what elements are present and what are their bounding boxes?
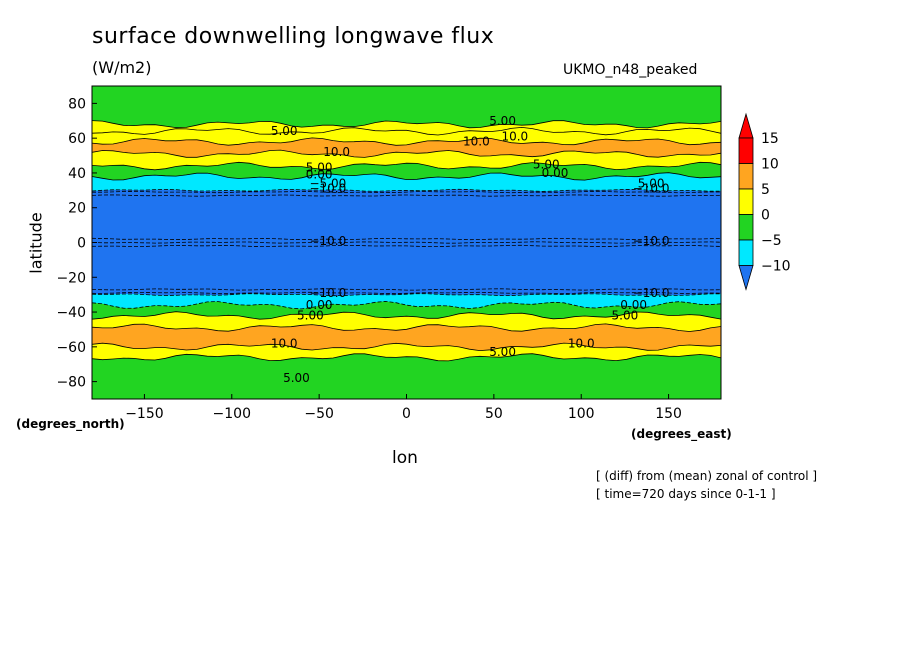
colorbar-extend-low [738,265,754,291]
contour-line-negative [91,237,722,241]
contour-label: 5.00 [489,345,516,359]
contour-label: 10.0 [501,129,528,143]
contour-line [91,353,722,362]
contour-label: −10.0 [309,286,346,300]
y-axis-units: (degrees_north) [16,417,125,431]
contour-band [92,311,721,332]
contour-line [91,126,722,136]
contour-label: 5.00 [533,157,560,171]
contour-label: 0.00 [306,298,333,312]
contour-label: −10.0 [633,182,670,196]
colorbar-label: 10 [761,157,779,173]
contour-line [91,120,722,129]
y-tick-label: 20 [68,201,86,217]
colorbar-label: 0 [761,208,770,224]
contour-label: 0.00 [542,166,569,180]
contour-band [92,343,721,361]
contour-line [91,311,722,320]
contour-label: 0.00 [306,168,333,182]
contour-line [91,300,722,310]
contour-line [91,149,722,158]
x-tick-label: 100 [568,406,595,422]
contour-label: −5.00 [309,176,346,190]
contour-line-negative [91,288,722,291]
contour-band [92,150,721,170]
contour-band [92,301,721,320]
contour-label: 0.00 [620,298,647,312]
x-axis-ticks: −150 −100 −50 0 50 100 150 [125,394,682,422]
x-tick-label: −150 [125,406,163,422]
colorbar-segment [738,137,754,164]
x-axis-label: lon [392,448,418,468]
colorbar: −10 −5 0 5 10 15 [738,112,791,291]
contour-line-negative [91,244,722,248]
contour-label: 5.00 [271,124,298,138]
x-tick-label: −50 [304,406,334,422]
contour-line-negative [91,291,722,295]
contour-band [92,162,721,181]
contour-label: 5.00 [283,371,310,385]
contour-label: 10.0 [463,135,490,149]
contour-band [92,172,721,192]
contour-line [91,188,722,192]
colorbar-label: 5 [761,182,770,198]
colorbar-label: −10 [761,259,791,275]
contour-label: 10.0 [323,145,350,159]
x-axis-units: (degrees_east) [631,427,732,441]
contour-labels: 5.0010.05.000.00−5.00−10.010.05.0010.05.… [271,114,670,385]
contour-label: 5.00 [612,309,639,323]
contour-band [92,86,721,128]
y-tick-label: 80 [68,96,86,112]
colorbar-segment [738,214,754,241]
y-tick-label: 0 [77,236,86,252]
contour-line-negative [91,194,721,197]
colorbar-segment [738,188,754,215]
footnote-diff: [ (diff) from (mean) zonal of control ] [596,469,818,483]
contour-label: 10.0 [271,336,298,350]
contour-line [91,161,722,171]
contour-line [91,323,722,332]
y-tick-label: −40 [56,305,86,321]
x-tick-label: 50 [485,406,503,422]
y-tick-label: −20 [56,270,86,286]
model-label: UKMO_n48_peaked [563,62,698,78]
contour-label: −10.0 [309,234,346,248]
contour-line-negative [91,241,722,244]
contour-label: 5.00 [638,176,665,190]
y-tick-label: 40 [68,166,86,182]
contour-line [91,137,722,146]
contour-band [92,127,721,146]
contour-label: 5.00 [306,161,333,175]
contour-label: −10.0 [633,286,670,300]
contour-line [91,293,721,297]
y-tick-label: 60 [68,131,86,147]
contour-band [92,120,721,135]
contour-line [91,172,722,181]
colorbar-segment [738,239,754,266]
contour-band [92,353,721,399]
y-tick-label: −80 [56,375,86,391]
contour-band [92,323,721,351]
contour-line [91,342,722,352]
colorbar-label: 15 [761,131,779,147]
contour-lines [91,120,722,362]
contour-line-negative [92,190,721,194]
contour-label: 10.0 [568,336,595,350]
contour-label: 5.00 [489,114,516,128]
y-axis-ticks: −80 −60 −40 −20 0 20 40 60 80 [56,96,97,391]
footnote-time: [ time=720 days since 0-1-1 ] [596,487,776,501]
y-tick-label: −60 [56,340,86,356]
x-tick-label: 150 [655,406,682,422]
colorbar-segment [738,163,754,190]
colorbar-label: −5 [761,233,782,249]
contour-label: −10.0 [309,182,346,196]
colorbar-extend-high [738,112,754,139]
contour-label: −10.0 [633,234,670,248]
chart-title: surface downwelling longwave flux [92,24,495,49]
x-tick-label: −100 [213,406,251,422]
x-tick-label: 0 [402,406,411,422]
chart-units: (W/m2) [92,58,152,77]
contour-label: 5.00 [297,309,324,323]
